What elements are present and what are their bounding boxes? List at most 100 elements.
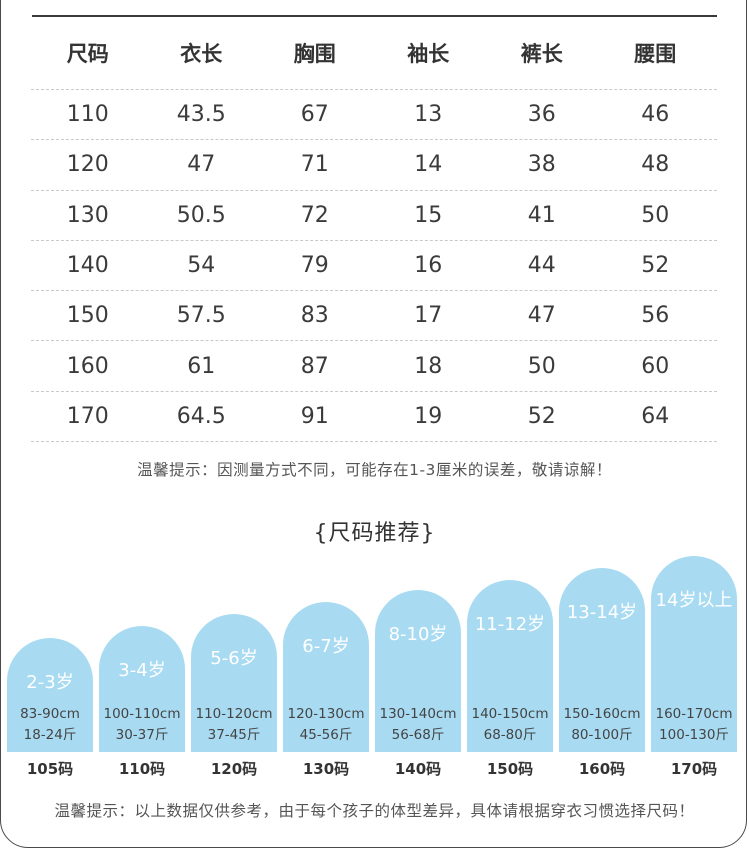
table-cell: 110 xyxy=(66,102,109,128)
size-label: 170码 xyxy=(670,760,718,778)
age-card: 5-6岁 110-120cm 37-45斤 xyxy=(191,614,277,752)
header-cell: 衣长 xyxy=(180,42,223,66)
age-card: 2-3岁 83-90cm 18-24斤 xyxy=(7,638,93,752)
card-info: 150-160cm 80-100斤 xyxy=(559,704,645,746)
table-cell: 71 xyxy=(300,152,329,178)
table-cell: 170 xyxy=(66,403,109,429)
table-header-row: 尺码 衣长 胸围 袖长 裤长 腰围 xyxy=(31,17,717,90)
size-label: 150码 xyxy=(486,760,534,778)
table-top-rule xyxy=(32,15,717,17)
weight-range: 45-56斤 xyxy=(299,727,353,743)
card-info: 83-90cm 18-24斤 xyxy=(7,704,93,746)
age-label: 5-6岁 xyxy=(210,648,258,669)
table-cell: 36 xyxy=(527,102,556,128)
height-range: 130-140cm xyxy=(379,706,457,722)
height-range: 120-130cm xyxy=(287,706,365,722)
table-cell: 60 xyxy=(641,353,670,379)
size-label: 160码 xyxy=(578,760,626,778)
table-cell: 72 xyxy=(300,202,329,228)
table-cell: 47 xyxy=(527,303,556,329)
table-cell: 57.5 xyxy=(176,303,226,329)
recommendation-title: {尺码推荐} xyxy=(313,521,436,546)
table-row: 160 61 87 18 50 60 xyxy=(31,341,717,392)
age-label: 8-10岁 xyxy=(388,624,448,645)
header-cell: 裤长 xyxy=(520,42,563,66)
size-label: 130码 xyxy=(302,760,350,778)
table-cell: 160 xyxy=(66,353,109,379)
age-card: 14岁以上 160-170cm 100-130斤 xyxy=(651,556,737,752)
height-range: 150-160cm xyxy=(563,706,641,722)
header-cell: 袖长 xyxy=(407,42,450,66)
table-cell: 56 xyxy=(641,303,670,329)
card-info: 110-120cm 37-45斤 xyxy=(191,704,277,746)
table-row: 130 50.5 72 15 41 50 xyxy=(31,191,717,241)
table-cell: 43.5 xyxy=(176,102,226,128)
table-cell: 52 xyxy=(641,253,670,279)
table-cell: 19 xyxy=(414,403,443,429)
size-label: 140码 xyxy=(394,760,442,778)
height-range: 140-150cm xyxy=(471,706,549,722)
table-cell: 47 xyxy=(187,152,216,178)
table-cell: 140 xyxy=(66,253,109,279)
weight-range: 80-100斤 xyxy=(571,727,633,743)
card-info: 140-150cm 68-80斤 xyxy=(467,704,553,746)
table-cell: 18 xyxy=(414,353,443,379)
measurement-note: 温馨提示：因测量方式不同，可能存在1-3厘米的误差，敬请谅解！ xyxy=(137,461,612,479)
table-cell: 14 xyxy=(414,152,443,178)
table-row: 120 47 71 14 38 48 xyxy=(31,140,717,191)
table-cell: 52 xyxy=(527,403,556,429)
table-cell: 48 xyxy=(641,152,670,178)
table-row: 170 64.5 91 19 52 64 xyxy=(31,392,717,443)
age-card: 6-7岁 120-130cm 45-56斤 xyxy=(283,602,369,752)
age-label: 3-4岁 xyxy=(118,660,166,681)
table-cell: 61 xyxy=(187,353,216,379)
table-cell: 64 xyxy=(641,403,670,429)
weight-range: 30-37斤 xyxy=(115,727,169,743)
table-cell: 120 xyxy=(66,152,109,178)
table-cell: 17 xyxy=(414,303,443,329)
table-row: 110 43.5 67 13 36 46 xyxy=(31,90,717,141)
table-cell: 13 xyxy=(414,102,443,128)
table-cell: 41 xyxy=(527,202,556,228)
age-label: 13-14岁 xyxy=(566,602,638,623)
table-cell: 50.5 xyxy=(176,202,226,228)
age-card: 3-4岁 100-110cm 30-37斤 xyxy=(99,626,185,752)
age-card: 13-14岁 150-160cm 80-100斤 xyxy=(559,568,645,752)
age-label: 6-7岁 xyxy=(302,636,350,657)
header-cell: 尺码 xyxy=(66,42,109,66)
weight-range: 37-45斤 xyxy=(207,727,261,743)
table-cell: 44 xyxy=(527,253,556,279)
size-label: 120码 xyxy=(210,760,258,778)
weight-range: 18-24斤 xyxy=(23,727,77,743)
table-cell: 16 xyxy=(414,253,443,279)
table-cell: 50 xyxy=(641,202,670,228)
table-cell: 46 xyxy=(641,102,670,128)
table-cell: 91 xyxy=(300,403,329,429)
age-label: 2-3岁 xyxy=(26,672,74,693)
card-info: 130-140cm 56-68斤 xyxy=(375,704,461,746)
height-range: 100-110cm xyxy=(103,706,181,722)
card-info: 160-170cm 100-130斤 xyxy=(651,704,737,746)
table-cell: 150 xyxy=(66,303,109,329)
height-range: 83-90cm xyxy=(20,706,80,722)
table-cell: 54 xyxy=(187,253,216,279)
age-card: 11-12岁 140-150cm 68-80斤 xyxy=(467,580,553,752)
card-info: 100-110cm 30-37斤 xyxy=(99,704,185,746)
table-row: 140 54 79 16 44 52 xyxy=(31,241,717,292)
size-label: 105码 xyxy=(26,760,74,778)
header-cell: 腰围 xyxy=(634,42,677,66)
table-cell: 79 xyxy=(300,253,329,279)
height-range: 110-120cm xyxy=(195,706,273,722)
age-label: 11-12岁 xyxy=(474,614,546,635)
table-cell: 38 xyxy=(527,152,556,178)
weight-range: 56-68斤 xyxy=(391,727,445,743)
table-cell: 15 xyxy=(414,202,443,228)
table-cell: 83 xyxy=(300,303,329,329)
card-info: 120-130cm 45-56斤 xyxy=(283,704,369,746)
size-chart-table: 尺码 衣长 胸围 袖长 裤长 腰围 110 43.5 67 13 36 46 1… xyxy=(31,17,717,443)
table-cell: 64.5 xyxy=(176,403,226,429)
table-row: 150 57.5 83 17 47 56 xyxy=(31,291,717,342)
advice-note: 温馨提示：以上数据仅供参考，由于每个孩子的体型差异，具体请根据穿衣习惯选择尺码！ xyxy=(54,802,695,820)
age-card: 8-10岁 130-140cm 56-68斤 xyxy=(375,590,461,752)
